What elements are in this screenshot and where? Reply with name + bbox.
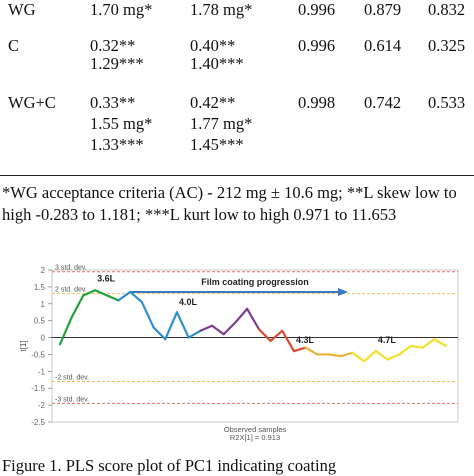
figure-caption: Figure 1. PLS score plot of PC1 indicati… bbox=[2, 456, 337, 475]
progression-label: Film coating progression bbox=[201, 277, 309, 287]
pls-score-plot: 2 1.5 1 0.5 0 -0.5 -1 -1.5 -2 -2.5 3 std. dev. 2 st… bbox=[19, 265, 459, 442]
y-tick-label: 1 bbox=[41, 300, 46, 309]
table-cell: 0.996 bbox=[298, 36, 336, 55]
table-footnote: *WG acceptance criteria (AC) - 212 mg ± … bbox=[2, 183, 457, 224]
series-segment bbox=[281, 329, 296, 353]
series-segment bbox=[269, 329, 284, 343]
series-segment bbox=[246, 307, 260, 331]
y-tick-label: -0.5 bbox=[31, 350, 45, 359]
series-segment bbox=[304, 346, 319, 356]
y-tick-label: -2 bbox=[38, 401, 46, 410]
table-cell: 1.45*** bbox=[190, 135, 244, 154]
series-segment bbox=[187, 329, 202, 339]
std-dev-label: 3 std. dev. bbox=[55, 265, 87, 272]
progression-arrow-head bbox=[338, 287, 348, 296]
table-cell: 1.55 mg* bbox=[90, 114, 153, 133]
table-cell: 0.614 bbox=[364, 36, 402, 55]
table-cell: 0.996 bbox=[298, 0, 336, 19]
table-cell: 0.40** bbox=[190, 36, 236, 55]
series-segment bbox=[421, 338, 436, 349]
plot-area bbox=[51, 269, 459, 423]
series-segment bbox=[398, 344, 413, 356]
table-cell: 0.325 bbox=[428, 36, 466, 55]
series-segment bbox=[70, 294, 85, 319]
y-axis-label: t[1] bbox=[19, 340, 28, 351]
table-cell: 1.70 mg* bbox=[90, 0, 153, 19]
series-segment bbox=[292, 346, 307, 353]
table-cell: 1.29*** bbox=[90, 54, 144, 73]
series-segment bbox=[409, 344, 424, 349]
series-segment bbox=[374, 349, 389, 361]
table-cell: 0.533 bbox=[428, 93, 466, 112]
series-segment bbox=[175, 311, 190, 339]
x-axis-note: R2X[1] = 0.913 bbox=[230, 433, 280, 442]
series-segment bbox=[140, 300, 155, 329]
series-segment bbox=[234, 307, 249, 324]
series-segment bbox=[222, 321, 237, 336]
table-cell: 1.33*** bbox=[90, 135, 144, 154]
series-segment bbox=[117, 290, 132, 302]
table-cell: 0.998 bbox=[298, 93, 336, 112]
row-label: WG bbox=[8, 0, 36, 19]
series-segment bbox=[339, 351, 354, 358]
series-segment bbox=[327, 353, 342, 358]
y-tick-label: 0 bbox=[41, 334, 46, 343]
stage-annotation: 4.3L bbox=[296, 335, 315, 345]
series-segment bbox=[164, 311, 179, 341]
stage-annotation: 4.7L bbox=[378, 335, 397, 345]
y-tick-label: -1.5 bbox=[31, 384, 45, 393]
series-segment bbox=[363, 349, 377, 363]
series-segment bbox=[93, 289, 108, 297]
table-cell: 0.832 bbox=[428, 0, 466, 19]
series-segment bbox=[433, 338, 448, 348]
row-label: C bbox=[8, 36, 20, 55]
series-segment bbox=[152, 326, 167, 341]
table-cell: 0.879 bbox=[364, 0, 402, 19]
table-cell: 0.742 bbox=[364, 93, 402, 112]
y-tick-label: -1 bbox=[38, 367, 46, 376]
table-cell: 1.40*** bbox=[190, 54, 244, 73]
stage-annotation: 3.6L bbox=[97, 273, 116, 283]
series-segment bbox=[129, 290, 143, 304]
series-segment bbox=[386, 353, 401, 361]
table-cell: 1.78 mg* bbox=[190, 0, 253, 19]
std-dev-label: 2 std. dev. bbox=[55, 287, 87, 294]
stage-annotation: 4.0L bbox=[179, 297, 198, 307]
y-tick-label: 0.5 bbox=[34, 317, 46, 326]
y-tick-label: -2.5 bbox=[31, 418, 45, 427]
series-segment bbox=[257, 328, 272, 343]
series-segment bbox=[210, 324, 225, 336]
table-cell: 0.32** bbox=[90, 36, 136, 55]
series-segment bbox=[58, 316, 73, 346]
x-axis-label: Observed samples bbox=[224, 425, 287, 434]
table-cell: 0.33** bbox=[90, 93, 136, 112]
series-segment bbox=[351, 351, 366, 363]
table-cell: 0.42** bbox=[190, 93, 236, 112]
table-bottom-rule bbox=[0, 175, 474, 176]
series-segment bbox=[105, 294, 120, 302]
row-label: WG+C bbox=[8, 93, 56, 112]
y-tick-label: 2 bbox=[41, 266, 46, 275]
series-segment bbox=[199, 324, 214, 332]
std-dev-label: -3 std. dev. bbox=[55, 396, 89, 403]
std-dev-label: -2 std. dev. bbox=[55, 374, 89, 381]
table-cell: 1.77 mg* bbox=[190, 114, 253, 133]
series-segment bbox=[82, 289, 97, 297]
y-tick-label: 1.5 bbox=[34, 283, 46, 292]
